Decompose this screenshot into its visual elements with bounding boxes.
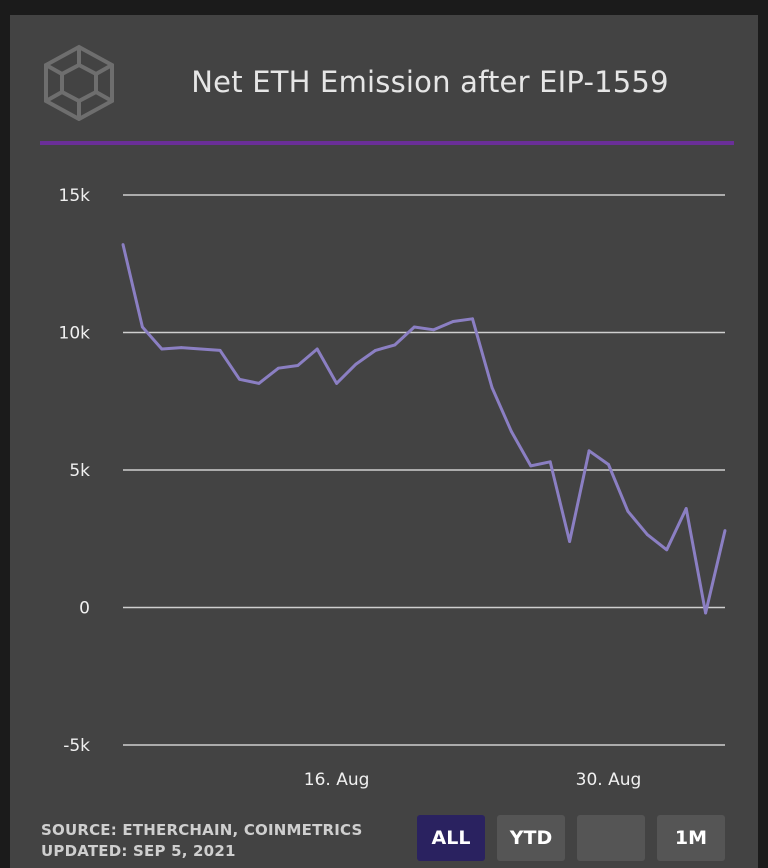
data-point (626, 509, 630, 513)
data-point (471, 317, 474, 321)
data-point (587, 449, 591, 453)
series-line (121, 244, 727, 615)
range-blank-button[interactable] (577, 815, 645, 861)
data-point (451, 320, 455, 323)
y-tick-label: 5k (69, 461, 90, 481)
data-point (568, 540, 572, 543)
data-point (704, 611, 707, 615)
data-point (335, 381, 339, 385)
data-point (723, 529, 727, 532)
data-point (645, 533, 649, 537)
data-point (296, 364, 300, 367)
data-point (607, 463, 610, 466)
line-chart: 15k 10k 5k 0 -5k 16. Aug 30. Aug (59, 186, 727, 790)
data-point (374, 348, 377, 352)
data-point (179, 346, 183, 350)
y-tick-label: -5k (63, 736, 90, 756)
range-ytd-button[interactable]: YTD (497, 815, 565, 861)
data-point (141, 325, 144, 329)
data-point (490, 386, 494, 389)
cube-logo-icon (44, 44, 114, 121)
y-tick-label: 15k (59, 186, 91, 206)
chart-title: Net ETH Emission after EIP-1559 (191, 65, 669, 99)
data-point (509, 430, 513, 433)
y-tick-label: 0 (79, 599, 90, 619)
source-note: SOURCE: ETHERCHAIN, COINMETRICS UPDATED:… (41, 820, 363, 862)
data-point (257, 381, 261, 385)
data-point (684, 507, 688, 510)
data-point (199, 347, 203, 351)
data-point (393, 343, 397, 347)
data-point (412, 325, 416, 329)
data-point (160, 347, 164, 351)
data-point (315, 347, 319, 351)
data-point (354, 362, 358, 366)
x-tick-label: 30. Aug (576, 770, 642, 790)
data-point (218, 348, 222, 352)
x-tick-label: 16. Aug (304, 770, 370, 790)
chart-card: Net ETH Emission after EIP-1559 15k 10k 5k… (10, 15, 758, 868)
data-point (276, 366, 280, 370)
range-all-button[interactable]: ALL (417, 815, 485, 861)
data-point (238, 377, 241, 381)
y-tick-label: 10k (59, 324, 91, 344)
data-point (665, 548, 669, 552)
title-divider (40, 141, 734, 145)
updated-text: UPDATED: SEP 5, 2021 (41, 842, 236, 860)
range-1m-button[interactable]: 1M (657, 815, 725, 861)
data-point (432, 328, 436, 332)
data-point (121, 243, 125, 246)
data-point (529, 464, 533, 468)
data-point (548, 460, 552, 464)
source-text: SOURCE: ETHERCHAIN, COINMETRICS (41, 821, 363, 839)
